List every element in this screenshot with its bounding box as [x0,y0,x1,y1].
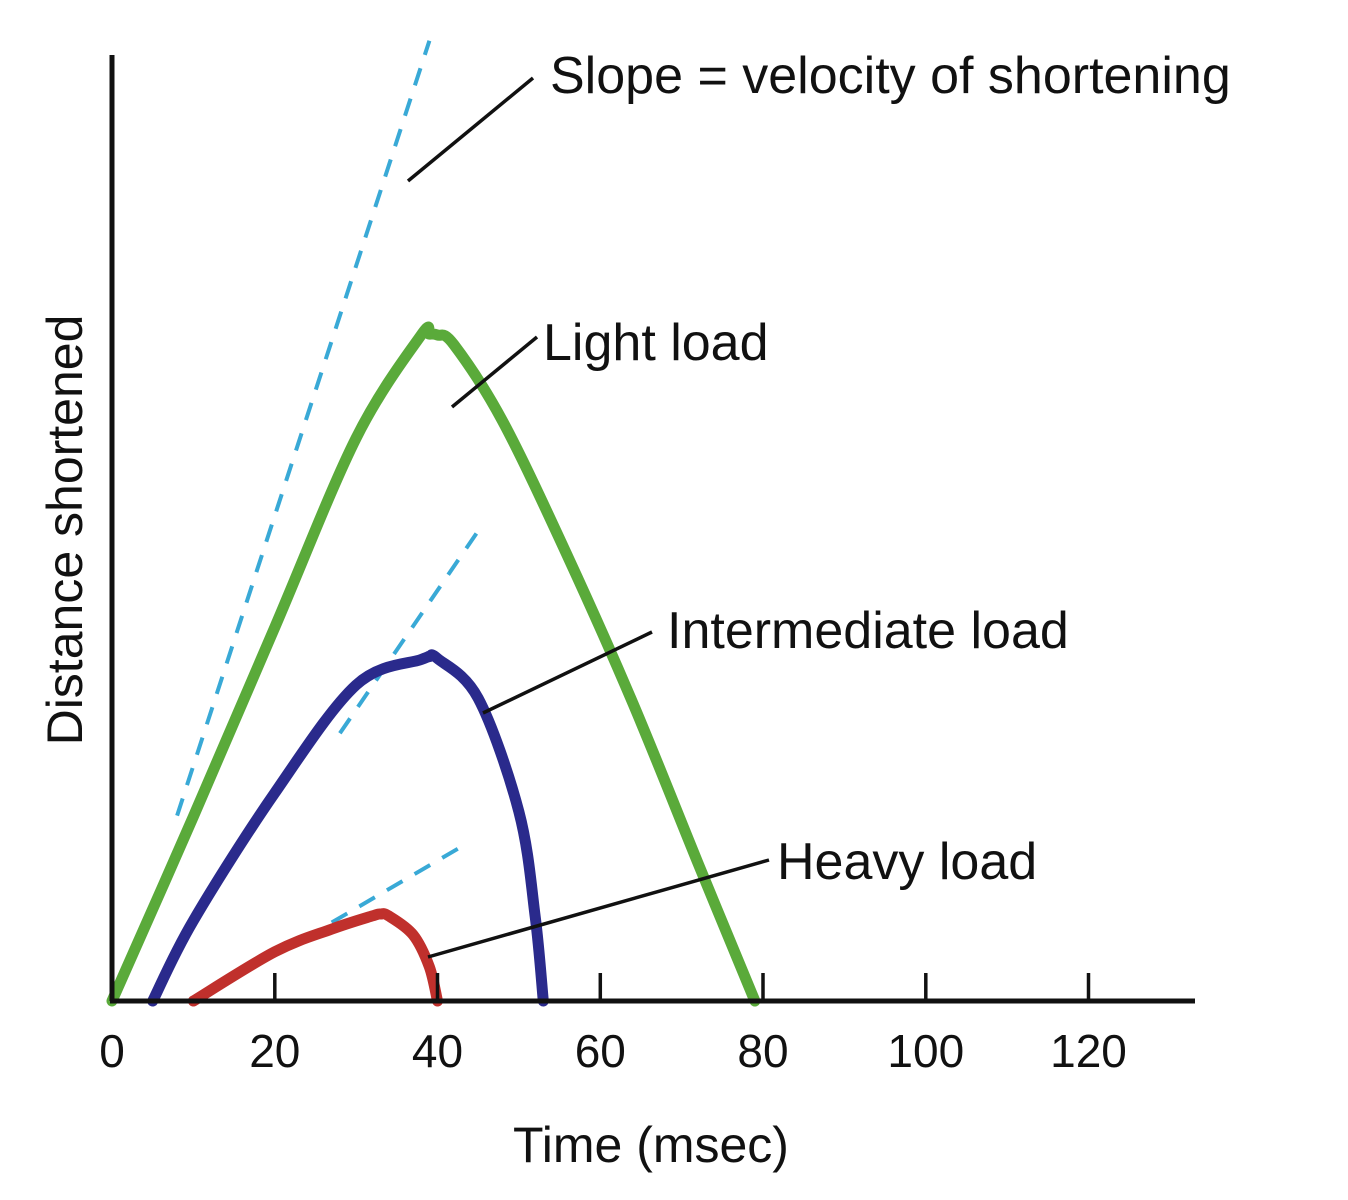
intermediate-load-leader-line [482,630,653,715]
load-curves [106,321,761,1007]
light-load-curve [106,321,761,1007]
light-load-label: Light load [543,314,769,372]
heavy-load-curve [187,908,443,1007]
x-tick-label: 20 [249,1025,300,1077]
intermediate-load-label: Intermediate load [667,602,1069,660]
heavy-load-label: Heavy load [777,833,1037,891]
x-tick-label: 100 [887,1025,964,1077]
light-load-leader-line [450,335,539,409]
x-axis-title: Time (msec) [513,1117,789,1173]
intermediate-load-curve [147,649,549,1007]
heavy-load-slope-tangent-line [330,842,468,925]
x-tick-label: 120 [1050,1025,1127,1077]
intermediate-load-slope-tangent-line [338,529,480,735]
x-tick-label: 80 [737,1025,788,1077]
y-axis-title: Distance shortened [37,315,93,746]
callouts: Slope = velocity of shortening Light loa… [406,47,1231,959]
axes [109,55,1195,1004]
x-tick-label: 60 [575,1025,626,1077]
slope-leader-line [406,76,535,183]
x-ticks: 0 20 40 60 80 100 120 [99,973,1127,1077]
x-tick-label: 40 [412,1025,463,1077]
light-load-slope-tangent-line [175,40,432,817]
slope-annotation: Slope = velocity of shortening [550,47,1231,105]
tangent-lines [175,40,480,925]
x-tick-label: 0 [99,1025,125,1077]
heavy-load-leader-line [427,858,770,959]
